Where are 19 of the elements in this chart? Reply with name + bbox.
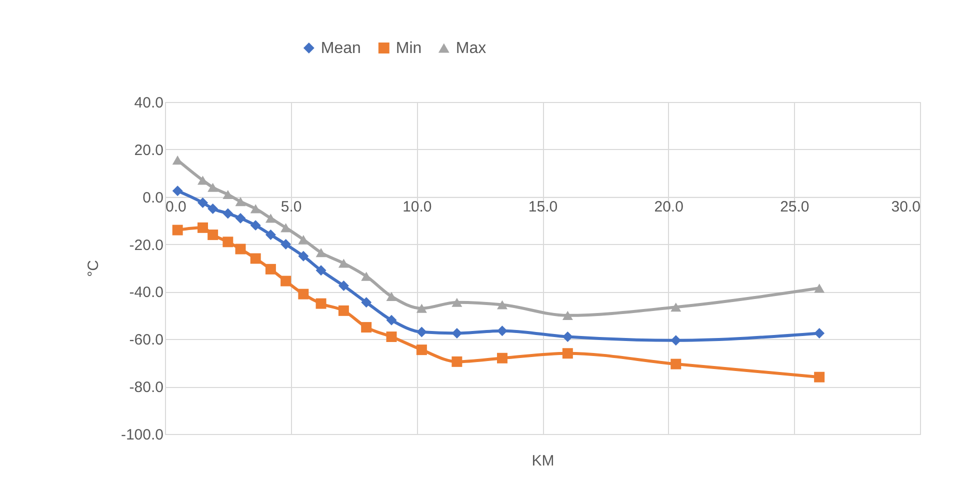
y-axis-title: °C bbox=[84, 260, 102, 277]
y-tick-label: 40.0 bbox=[134, 94, 164, 112]
y-tick-label: -20.0 bbox=[129, 236, 164, 254]
y-tick-label: 20.0 bbox=[134, 142, 164, 159]
x-tick-label: 0.0 bbox=[166, 198, 186, 216]
legend-label: Min bbox=[396, 40, 422, 57]
x-tick-label: 5.0 bbox=[280, 198, 302, 216]
legend-label: Max bbox=[456, 40, 486, 57]
x-tick-label: 30.0 bbox=[891, 198, 920, 216]
x-tick-label: 20.0 bbox=[654, 198, 684, 216]
y-tick-label: -60.0 bbox=[129, 332, 164, 349]
x-tick-label: 15.0 bbox=[528, 198, 558, 216]
x-axis-title: KM bbox=[532, 452, 554, 470]
legend-label: Mean bbox=[320, 40, 361, 57]
x-tick-label: 10.0 bbox=[402, 198, 432, 216]
y-tick-label: -40.0 bbox=[129, 284, 164, 302]
y-tick-label: -80.0 bbox=[129, 379, 164, 396]
x-tick-label: 25.0 bbox=[780, 198, 810, 216]
y-tick-label: -100.0 bbox=[120, 426, 164, 444]
